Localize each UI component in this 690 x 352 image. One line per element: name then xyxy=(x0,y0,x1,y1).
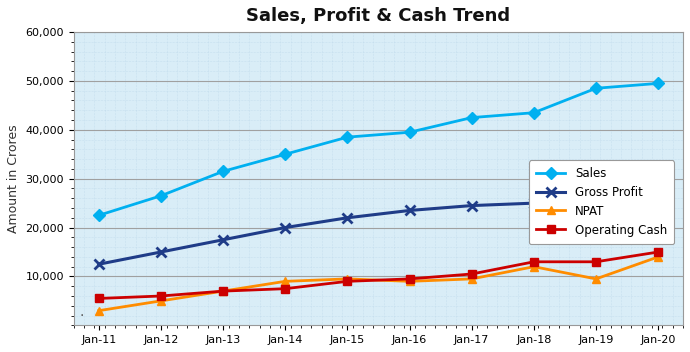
Sales xyxy=(406,130,414,134)
Gross Profit xyxy=(343,216,351,220)
Text: .: . xyxy=(80,306,84,320)
Sales xyxy=(654,81,662,86)
NPAT xyxy=(468,277,476,281)
Line: Sales: Sales xyxy=(95,79,662,220)
Sales xyxy=(281,152,289,156)
Gross Profit xyxy=(95,262,103,266)
Operating Cash xyxy=(592,260,600,264)
Gross Profit xyxy=(468,203,476,208)
Line: Operating Cash: Operating Cash xyxy=(95,248,662,303)
NPAT xyxy=(406,279,414,283)
Sales xyxy=(95,213,103,218)
Sales xyxy=(343,135,351,139)
NPAT xyxy=(157,299,165,303)
Operating Cash xyxy=(95,296,103,301)
NPAT xyxy=(530,265,538,269)
NPAT xyxy=(281,279,289,283)
Operating Cash xyxy=(219,289,227,293)
Gross Profit xyxy=(654,179,662,183)
Y-axis label: Amount in Crores: Amount in Crores xyxy=(7,124,20,233)
Operating Cash xyxy=(343,279,351,283)
Title: Sales, Profit & Cash Trend: Sales, Profit & Cash Trend xyxy=(246,7,511,25)
Sales xyxy=(530,111,538,115)
NPAT xyxy=(343,277,351,281)
Operating Cash xyxy=(654,250,662,254)
Line: NPAT: NPAT xyxy=(95,253,662,315)
Sales xyxy=(157,194,165,198)
Sales xyxy=(592,86,600,90)
Operating Cash xyxy=(406,277,414,281)
Line: Gross Profit: Gross Profit xyxy=(94,176,663,269)
Operating Cash xyxy=(157,294,165,298)
NPAT xyxy=(95,309,103,313)
Operating Cash xyxy=(530,260,538,264)
NPAT xyxy=(654,255,662,259)
Gross Profit xyxy=(157,250,165,254)
Legend: Sales, Gross Profit, NPAT, Operating Cash: Sales, Gross Profit, NPAT, Operating Cas… xyxy=(529,160,674,244)
Operating Cash xyxy=(468,272,476,276)
Gross Profit xyxy=(281,226,289,230)
Gross Profit xyxy=(219,238,227,242)
NPAT xyxy=(219,289,227,293)
Gross Profit xyxy=(592,184,600,188)
Gross Profit xyxy=(530,201,538,205)
NPAT xyxy=(592,277,600,281)
Gross Profit xyxy=(406,208,414,213)
Sales xyxy=(468,115,476,120)
Sales xyxy=(219,169,227,174)
Operating Cash xyxy=(281,287,289,291)
